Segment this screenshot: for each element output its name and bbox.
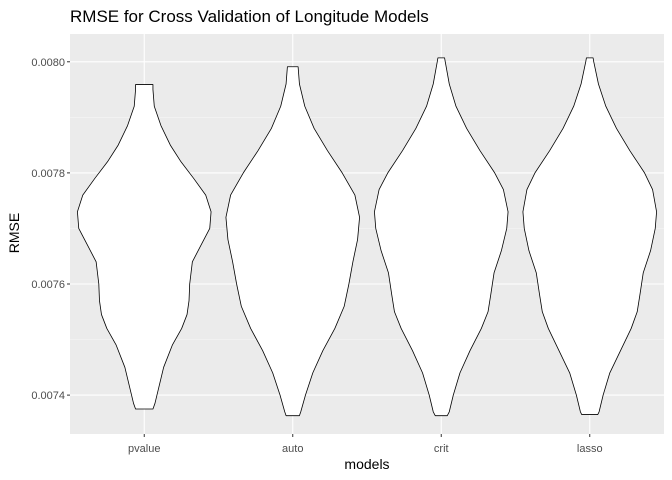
- x-tick-label-auto: auto: [282, 443, 303, 455]
- x-tick-label-pvalue: pvalue: [128, 443, 160, 455]
- y-axis-label: RMSE: [6, 213, 22, 253]
- violin-auto: [225, 66, 360, 417]
- y-tick-label: 0.0080: [31, 57, 65, 69]
- x-tick-label-crit: crit: [434, 443, 449, 455]
- violin-crit: [374, 57, 509, 417]
- y-tick-label: 0.0074: [31, 390, 65, 402]
- y-tick-label: 0.0078: [31, 168, 65, 180]
- chart-title: RMSE for Cross Validation of Longitude M…: [70, 7, 429, 26]
- violin-pvalue: [77, 84, 212, 410]
- y-axis-ticks: 0.0074 0.0076 0.0078 0.0080: [31, 57, 70, 402]
- y-tick-label: 0.0076: [31, 279, 65, 291]
- violins: [77, 57, 657, 417]
- violin-lasso: [522, 57, 657, 415]
- x-axis-ticks: pvalue auto crit lasso: [128, 434, 603, 455]
- x-tick-label-lasso: lasso: [577, 443, 603, 455]
- x-axis-label: models: [344, 456, 389, 472]
